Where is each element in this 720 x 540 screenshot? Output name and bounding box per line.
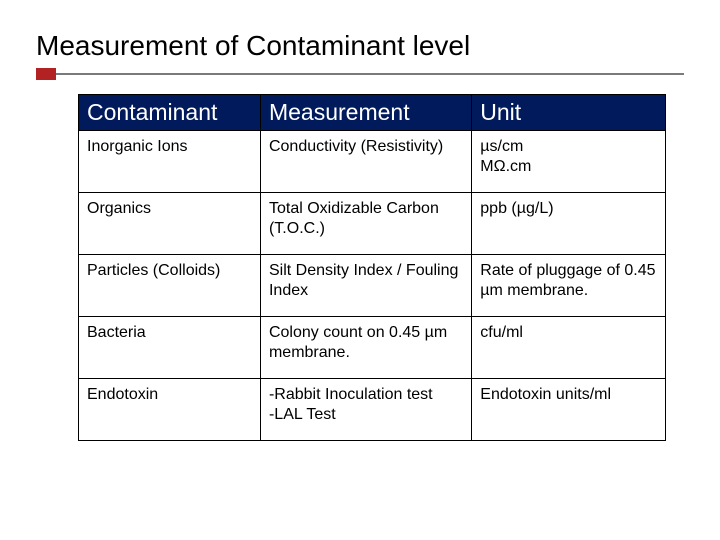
table-header-row: Contaminant Measurement Unit <box>79 95 666 131</box>
cell: Silt Density Index / Fouling Index <box>260 255 471 317</box>
cell: Bacteria <box>79 317 261 379</box>
cell: µs/cmMΩ.cm <box>472 131 666 193</box>
table-row: Inorganic Ions Conductivity (Resistivity… <box>79 131 666 193</box>
cell: ppb (µg/L) <box>472 193 666 255</box>
table-row: Particles (Colloids) Silt Density Index … <box>79 255 666 317</box>
table-row: Bacteria Colony count on 0.45 µm membran… <box>79 317 666 379</box>
cell: Total Oxidizable Carbon (T.O.C.) <box>260 193 471 255</box>
cell: Conductivity (Resistivity) <box>260 131 471 193</box>
accent-block <box>36 68 56 80</box>
title-rule <box>36 68 684 80</box>
table-row: Organics Total Oxidizable Carbon (T.O.C.… <box>79 193 666 255</box>
slide: Measurement of Contaminant level Contami… <box>0 0 720 540</box>
page-title: Measurement of Contaminant level <box>36 30 684 62</box>
table-row: Endotoxin -Rabbit Inoculation test-LAL T… <box>79 379 666 441</box>
cell: Particles (Colloids) <box>79 255 261 317</box>
col-header-unit: Unit <box>472 95 666 131</box>
col-header-measurement: Measurement <box>260 95 471 131</box>
contaminant-table: Contaminant Measurement Unit Inorganic I… <box>78 94 666 441</box>
cell: Endotoxin <box>79 379 261 441</box>
cell: cfu/ml <box>472 317 666 379</box>
cell: Organics <box>79 193 261 255</box>
table-container: Contaminant Measurement Unit Inorganic I… <box>36 94 684 441</box>
cell: Rate of pluggage of 0.45 µm membrane. <box>472 255 666 317</box>
cell: -Rabbit Inoculation test-LAL Test <box>260 379 471 441</box>
cell: Colony count on 0.45 µm membrane. <box>260 317 471 379</box>
cell: Inorganic Ions <box>79 131 261 193</box>
col-header-contaminant: Contaminant <box>79 95 261 131</box>
cell: Endotoxin units/ml <box>472 379 666 441</box>
divider-line <box>56 73 684 75</box>
